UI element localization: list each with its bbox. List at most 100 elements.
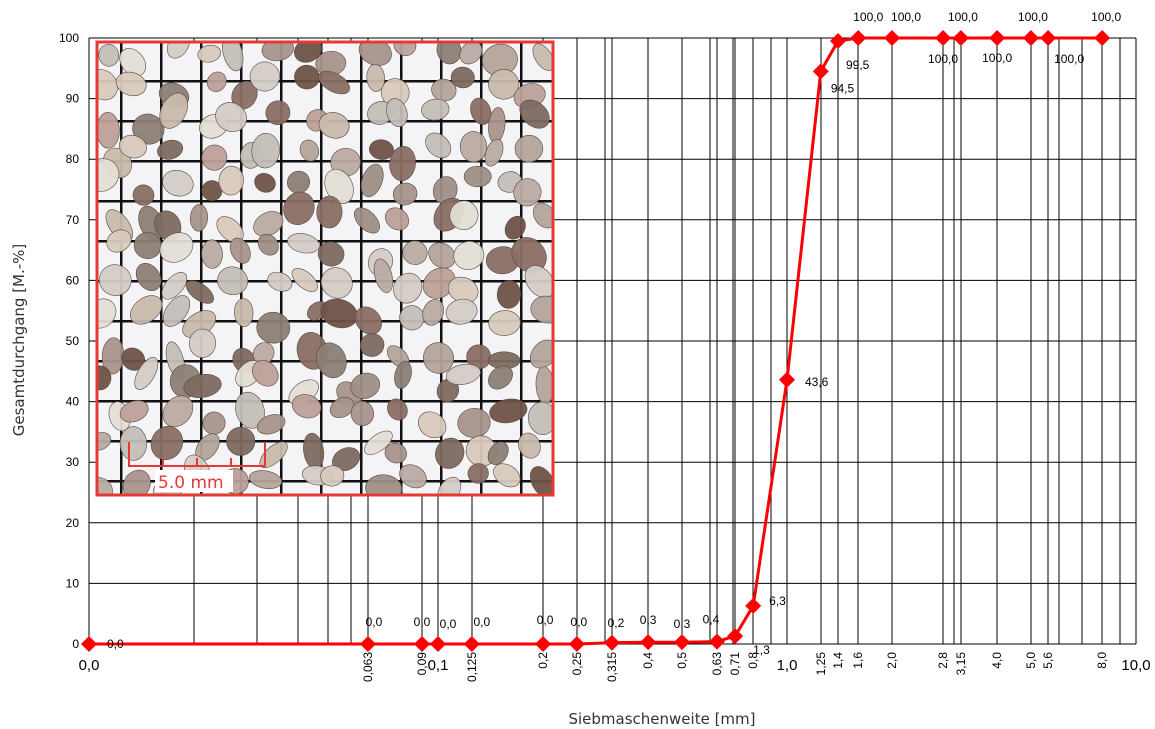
sand-grain: [217, 266, 249, 296]
scale-bar-label: 5.0 mm: [158, 473, 224, 493]
sand-grain: [364, 430, 393, 455]
sand-grain: [422, 267, 456, 299]
data-label: 100,0: [1091, 10, 1121, 24]
sand-grain: [435, 437, 465, 469]
x-tick-major-label: 1,0: [777, 657, 798, 674]
sand-grain: [287, 170, 310, 194]
sand-grain: [519, 99, 550, 129]
sand-grain: [360, 163, 384, 198]
sand-grain: [421, 98, 450, 121]
sand-grain: [215, 102, 247, 132]
x-tick-minor-label: 0,09: [415, 652, 429, 676]
sand-grain: [488, 310, 521, 336]
data-point-marker: [745, 597, 762, 614]
sand-grain: [159, 232, 194, 263]
sand-grain: [159, 92, 188, 129]
data-label: 0,0: [366, 615, 383, 629]
data-labels: 0,0 0,0 0,0 0,0 0,0 0,0 0,0 0,2 0,3 0,3 0,4 1,3 6,3 4…: [107, 10, 1122, 657]
sand-grain: [318, 112, 350, 139]
sand-grain: [373, 258, 394, 294]
y-tick-label: 0: [72, 637, 79, 651]
sand-grain: [484, 138, 504, 167]
data-label: 100,0: [1054, 52, 1084, 66]
sand-grain: [134, 357, 159, 390]
sand-grain: [161, 272, 188, 300]
sand-grain: [291, 268, 318, 292]
sand-grain: [422, 299, 445, 326]
sand-grain: [291, 394, 322, 419]
sand-grain: [267, 271, 293, 292]
x-tick-minor-label: 0,5: [675, 652, 689, 669]
data-label: 43,6: [805, 375, 829, 389]
sand-grain: [527, 401, 552, 435]
x-tick-minor-label: 4,0: [990, 652, 1004, 669]
sand-grain: [393, 43, 417, 56]
data-point-marker: [603, 634, 620, 651]
sand-grain: [249, 61, 280, 92]
y-tick-label: 70: [66, 213, 80, 227]
sand-grain: [459, 131, 488, 163]
x-tick-minor-label: 2,8: [936, 652, 950, 669]
data-label: 100,0: [982, 51, 1012, 65]
data-markers: [81, 30, 1111, 652]
x-tick-minor-label: 0,8: [746, 652, 760, 669]
inset-border: [95, 40, 555, 497]
sand-grain: [402, 240, 428, 265]
data-label: 1,3: [753, 643, 770, 657]
sand-grain: [315, 342, 347, 379]
x-tick-minor-label: 1,25: [814, 652, 828, 676]
sand-grain: [445, 363, 481, 385]
sand-grain: [265, 100, 291, 125]
sand-grain: [218, 165, 244, 196]
data-point-marker: [779, 371, 795, 388]
sand-grain: [487, 441, 509, 465]
sand-grain: [399, 464, 427, 489]
sand-grain: [488, 69, 520, 100]
data-label: 100,0: [948, 10, 978, 24]
sand-grain: [384, 207, 410, 231]
sand-grain: [226, 426, 256, 456]
sand-grain: [98, 158, 120, 192]
sand-grain: [256, 414, 286, 435]
sand-grain: [496, 280, 521, 309]
sand-grain: [318, 70, 350, 95]
data-point-marker: [708, 633, 725, 650]
sand-grain: [98, 44, 120, 67]
sand-grain: [389, 145, 416, 182]
x-tick-minor-label: 1,6: [851, 652, 865, 669]
sand-grain: [185, 280, 214, 304]
data-point-marker: [463, 636, 480, 652]
sand-grain: [157, 139, 184, 160]
data-point-marker: [81, 636, 97, 652]
data-point-marker: [850, 30, 867, 46]
sand-grain: [437, 476, 462, 494]
sand-grain: [119, 426, 148, 461]
sand-grain: [350, 372, 381, 399]
sand-grain: [98, 69, 118, 101]
data-point-marker: [1022, 30, 1039, 46]
x-tick-major-label: 0,0: [79, 657, 100, 674]
y-tick-label: 40: [66, 395, 80, 409]
sand-grain: [489, 398, 528, 424]
x-tick-minor-label: 0,25: [570, 652, 584, 676]
sand-grain: [130, 295, 163, 325]
data-point-marker: [535, 636, 552, 652]
sand-grain: [493, 463, 521, 488]
data-label: 0,0: [440, 617, 457, 631]
data-label: 0,0: [414, 615, 431, 629]
sand-grain: [197, 44, 222, 63]
sand-grain: [320, 267, 353, 299]
sand-grain: [98, 432, 112, 451]
sand-grain: [256, 311, 291, 344]
sand-grain: [201, 144, 228, 171]
sand-grain: [529, 339, 552, 369]
sand-grain: [316, 195, 343, 229]
sand-grain: [524, 265, 552, 298]
sand-grain: [201, 180, 223, 201]
data-label: 0,3: [674, 617, 691, 631]
sand-grain: [122, 469, 151, 494]
y-tick-label: 90: [66, 92, 80, 106]
data-point-marker: [359, 636, 376, 652]
data-point-marker: [727, 628, 744, 645]
sand-grain: [235, 391, 265, 429]
